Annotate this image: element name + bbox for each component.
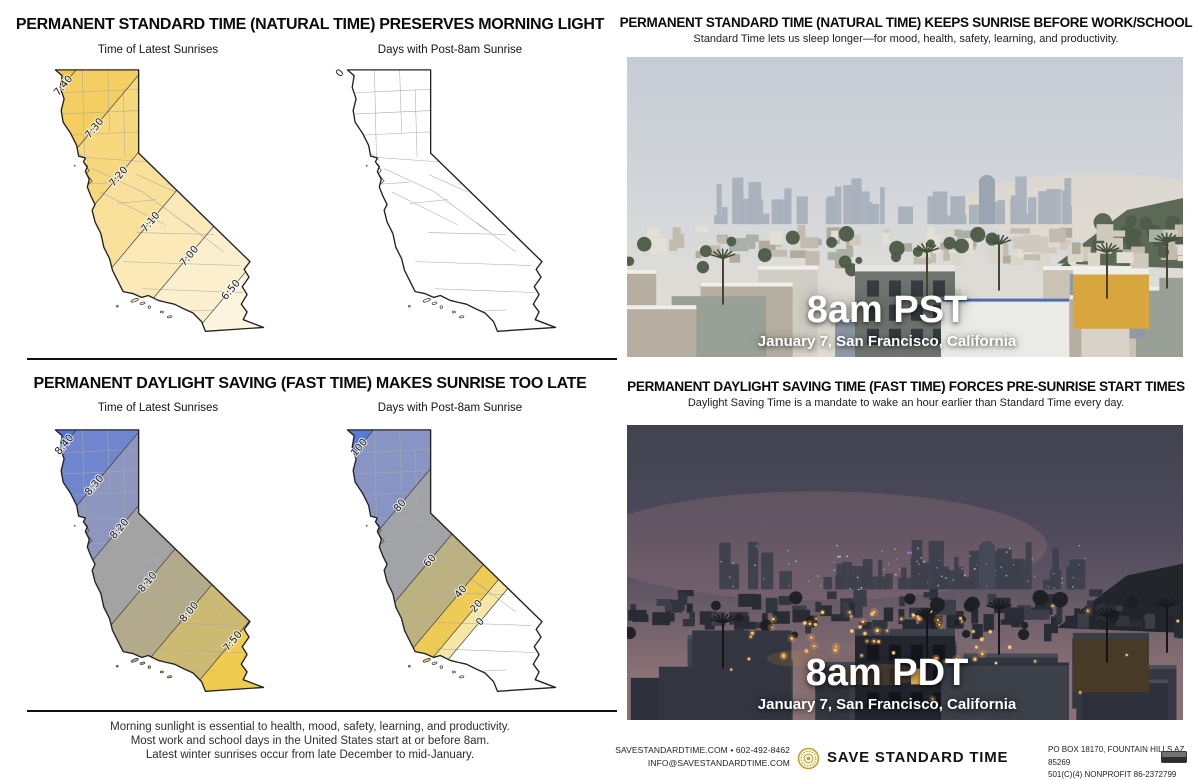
footnote-line: Morning sunlight is essential to health,…	[110, 721, 510, 733]
photo-location-label: January 7, San Francisco, California	[757, 333, 1017, 350]
california-map-latest-sunrises-dst: 8:408:308:208:108:007:50	[52, 429, 265, 692]
photo-8am-pdt-dark: 8am PDT January 7, San Francisco, Califo…	[627, 425, 1183, 720]
map-caption-latest-sunrises-dst: Time of Latest Sunrises	[97, 402, 219, 414]
photo-time-label: 8am PST	[806, 289, 968, 331]
divider	[27, 710, 617, 712]
day-cityscape-illustration	[627, 57, 1183, 357]
divider	[27, 358, 617, 360]
title-dst-forces-presunrise-starts: PERMANENT DAYLIGHT SAVING TIME (FAST TIM…	[627, 379, 1185, 394]
subtitle-daylight-saving: Daylight Saving Time is a mandate to wak…	[687, 397, 1125, 409]
night-cityscape-illustration	[627, 425, 1183, 720]
california-map-post8am-days-standard: 0	[333, 66, 557, 332]
map-caption-post8am-days-dst: Days with Post-8am Sunrise	[377, 402, 523, 414]
license-badge-icon	[1161, 751, 1187, 763]
org-wordmark: SAVE STANDARD TIME	[827, 749, 1009, 766]
california-map-latest-sunrises-standard: 7:407:307:207:107:006:50	[51, 69, 265, 332]
photo-location-label: January 7, San Francisco, California	[757, 696, 1017, 713]
footer-contact: SAVESTANDARDTIME.COM • 602-492-8462 INFO…	[612, 744, 790, 769]
footnote-line: Latest winter sunrises occur from late D…	[145, 749, 475, 761]
footnote: Morning sunlight is essential to health,…	[10, 720, 610, 762]
subtitle-standard-time: Standard Time lets us sleep longer—for m…	[693, 33, 1119, 45]
footer-po-box: PO BOX 18170, FOUNTAIN HILLS AZ 85269	[1048, 745, 1185, 767]
footer-nonprofit: 501(C)(4) NONPROFIT 86-2372799	[1048, 770, 1177, 779]
footnote-line: Most work and school days in the United …	[130, 735, 490, 747]
svg-text:0: 0	[334, 67, 347, 79]
map-caption-latest-sunrises-standard: Time of Latest Sunrises	[97, 44, 219, 56]
title-standard-keeps-sunrise-before-work: PERMANENT STANDARD TIME (NATURAL TIME) K…	[619, 15, 1193, 30]
photo-8am-pst-daylight: 8am PST January 7, San Francisco, Califo…	[627, 57, 1183, 357]
footer-address: PO BOX 18170, FOUNTAIN HILLS AZ 85269 50…	[1048, 744, 1198, 780]
title-dst-makes-sunrise-too-late: PERMANENT DAYLIGHT SAVING (FAST TIME) MA…	[33, 375, 587, 392]
photo-time-label: 8am PDT	[805, 652, 969, 694]
footer-email: INFO@SAVESTANDARDTIME.COM	[647, 757, 790, 768]
sun-icon	[797, 747, 820, 770]
footer-website-phone: SAVESTANDARDTIME.COM • 602-492-8462	[615, 745, 790, 755]
map-caption-post8am-days-standard: Days with Post-8am Sunrise	[377, 44, 523, 56]
title-standard-preserves-morning-light: PERMANENT STANDARD TIME (NATURAL TIME) P…	[15, 16, 605, 33]
